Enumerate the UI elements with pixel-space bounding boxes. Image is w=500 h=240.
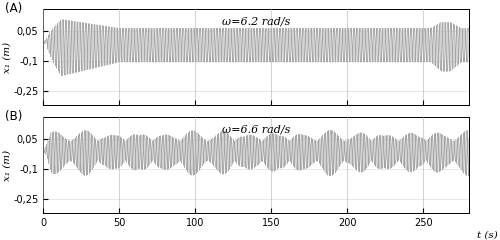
Text: (B): (B) [5, 110, 22, 123]
Text: ω=6.6 rad/s: ω=6.6 rad/s [222, 124, 290, 134]
Y-axis label: x₁ (m): x₁ (m) [3, 150, 12, 181]
Text: (A): (A) [5, 2, 22, 15]
Text: ω=6.2 rad/s: ω=6.2 rad/s [222, 16, 290, 26]
Text: t (s): t (s) [477, 230, 498, 239]
Y-axis label: x₁ (m): x₁ (m) [3, 42, 12, 73]
